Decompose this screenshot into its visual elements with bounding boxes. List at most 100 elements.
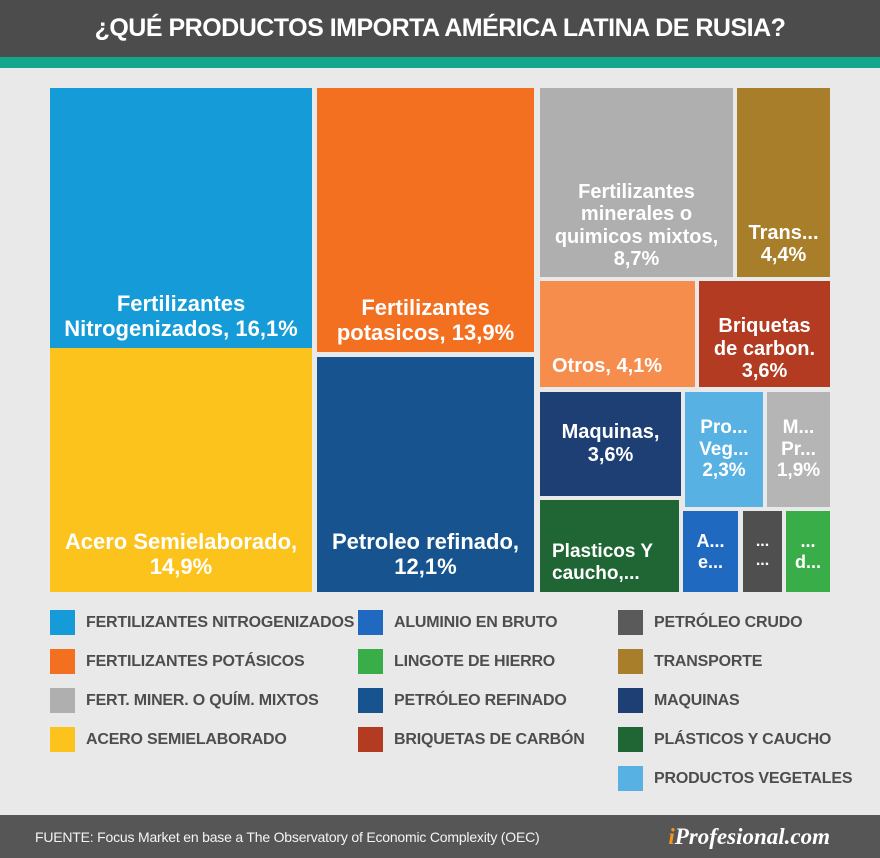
treemap-cell-label: M... bbox=[782, 417, 815, 439]
legend-label: BRIQUETAS DE CARBÓN bbox=[394, 730, 585, 748]
treemap-cell-m-pr: M... Pr... 1,9% bbox=[767, 392, 830, 507]
treemap-cell-label: ... bbox=[755, 533, 770, 551]
header: ¿QUÉ PRODUCTOS IMPORTA AMÉRICA LATINA DE… bbox=[0, 0, 880, 57]
legend-item-acero-semielaborado: ACERO SEMIELABORADO bbox=[50, 727, 354, 752]
accent-stripe bbox=[0, 57, 880, 68]
legend: FERTILIZANTES NITROGENIZADOS FERTILIZANTE… bbox=[0, 610, 880, 800]
treemap-cell-label: Pro... bbox=[700, 417, 748, 439]
treemap-cell-label: d... bbox=[795, 551, 821, 572]
legend-swatch-petroleo-crudo bbox=[618, 610, 643, 635]
treemap-cell-label: A... bbox=[696, 531, 725, 552]
legend-item-aluminio-en-bruto: ALUMINIO EN BRUTO bbox=[358, 610, 585, 635]
legend-column: ALUMINIO EN BRUTO LINGOTE DE HIERRO PETRÓL… bbox=[358, 610, 585, 766]
treemap-cell-label: quimicos mixtos, bbox=[554, 225, 719, 248]
legend-label: PETRÓLEO CRUDO bbox=[654, 613, 803, 631]
treemap-cell-label: Veg... bbox=[699, 438, 749, 460]
legend-item-petroleo-crudo: PETRÓLEO CRUDO bbox=[618, 610, 852, 635]
treemap-cell-fertilizantes-potasicos: Fertilizantes potasicos, 13,9% bbox=[317, 88, 534, 352]
treemap-cell-label: 1,9% bbox=[776, 460, 821, 482]
treemap-cell-label: Fertilizantes bbox=[361, 295, 490, 321]
treemap-cell-label: Fertilizantes bbox=[578, 180, 695, 203]
legend-item-fertilizantes-nitrogenizados: FERTILIZANTES NITROGENIZADOS bbox=[50, 610, 354, 635]
treemap-cell-petroleo-crudo: ...... bbox=[743, 511, 782, 592]
legend-item-fert-miner-o-quim-mixtos: FERT. MINER. O QUÍM. MIXTOS bbox=[50, 688, 354, 713]
treemap-cell-label: ... bbox=[755, 551, 770, 569]
legend-label: ALUMINIO EN BRUTO bbox=[394, 613, 558, 631]
treemap-cell-label: 3,6% bbox=[587, 444, 634, 466]
legend-label: PRODUCTOS VEGETALES bbox=[654, 769, 853, 787]
legend-item-plasticos-y-caucho: PLÁSTICOS Y CAUCHO bbox=[618, 727, 852, 752]
legend-swatch-petroleo-refinado bbox=[358, 688, 383, 713]
treemap-cell-label: Fertilizantes bbox=[116, 291, 246, 317]
legend-swatch-fert-miner-o-quim-mixtos bbox=[50, 688, 75, 713]
treemap-cell-label: 12,1% bbox=[394, 554, 457, 580]
treemap-cell-label: Trans... bbox=[748, 221, 819, 244]
legend-item-lingote-de-hierro: LINGOTE DE HIERRO bbox=[358, 649, 585, 674]
treemap-cell-label: e... bbox=[697, 551, 723, 572]
treemap-cell-maquinas: Maquinas, 3,6% bbox=[540, 392, 681, 496]
legend-label: TRANSPORTE bbox=[654, 652, 763, 670]
treemap-cell-label: Acero Semielaborado, bbox=[64, 529, 298, 555]
legend-label: LINGOTE DE HIERRO bbox=[394, 652, 556, 670]
treemap-cell-label: 2,3% bbox=[702, 460, 746, 482]
treemap-cell-label: 3,6% bbox=[741, 360, 788, 383]
brand-name: Profesional.com bbox=[674, 823, 830, 849]
treemap-cell-label: Nitrogenizados, 16,1% bbox=[64, 316, 298, 342]
legend-label: ACERO SEMIELABORADO bbox=[86, 730, 287, 748]
legend-item-transporte: TRANSPORTE bbox=[618, 649, 852, 674]
brand-accent-letter: i bbox=[668, 823, 675, 849]
treemap-cell-label: Otros, 4,1% bbox=[552, 355, 663, 378]
treemap-cell-label: caucho,... bbox=[552, 562, 640, 584]
legend-label: MAQUINAS bbox=[654, 691, 740, 709]
legend-swatch-fertilizantes-nitrogenizados bbox=[50, 610, 75, 635]
treemap-cell-lingote-de-hierro: ... d... bbox=[786, 511, 830, 592]
treemap-cell-label: Pr... bbox=[781, 438, 816, 460]
treemap-cell-fert-minerales-quimicos-mixtos: Fertilizantes minerales o quimicos mixtos,… bbox=[540, 88, 733, 277]
legend-item-briquetas-de-carbon: BRIQUETAS DE CARBÓN bbox=[358, 727, 585, 752]
treemap-cell-label: Briquetas bbox=[718, 315, 811, 338]
legend-item-maquinas: MAQUINAS bbox=[618, 688, 852, 713]
treemap-cell-label: de carbon. bbox=[713, 337, 816, 360]
footer: FUENTE: Focus Market en base a The Obser… bbox=[0, 815, 880, 858]
source-text: FUENTE: Focus Market en base a The Obser… bbox=[35, 828, 540, 845]
legend-swatch-briquetas-de-carbon bbox=[358, 727, 383, 752]
legend-swatch-acero-semielaborado bbox=[50, 727, 75, 752]
legend-swatch-productos-vegetales bbox=[618, 766, 643, 791]
legend-swatch-fertilizantes-potasicos bbox=[50, 649, 75, 674]
legend-label: FERT. MINER. O QUÍM. MIXTOS bbox=[86, 691, 319, 709]
treemap-cell-fertilizantes-nitrogenizados: Fertilizantes Nitrogenizados, 16,1% bbox=[50, 88, 312, 348]
treemap-cell-transporte: Trans... 4,4% bbox=[737, 88, 830, 277]
treemap-cell-label: Petroleo refinado, bbox=[331, 529, 520, 555]
treemap-cell-label: Maquinas, bbox=[561, 421, 660, 444]
legend-item-productos-vegetales: PRODUCTOS VEGETALES bbox=[618, 766, 853, 791]
legend-label: FERTILIZANTES NITROGENIZADOS bbox=[86, 613, 355, 631]
legend-label: FERTILIZANTES POTÁSICOS bbox=[86, 652, 305, 670]
treemap-cell-label: 4,4% bbox=[760, 244, 807, 267]
page-title: ¿QUÉ PRODUCTOS IMPORTA AMÉRICA LATINA DE… bbox=[94, 14, 786, 42]
treemap-cell-aluminio-en-bruto: A... e... bbox=[683, 511, 738, 592]
legend-column: FERTILIZANTES NITROGENIZADOS FERTILIZANTE… bbox=[50, 610, 354, 766]
legend-item-petroleo-refinado: PETRÓLEO REFINADO bbox=[358, 688, 585, 713]
brand-logo: iProfesional.com bbox=[668, 824, 830, 850]
treemap-cell-petroleo-refinado: Petroleo refinado, 12,1% bbox=[317, 357, 534, 592]
legend-item-fertilizantes-potasicos: FERTILIZANTES POTÁSICOS bbox=[50, 649, 354, 674]
legend-swatch-aluminio-en-bruto bbox=[358, 610, 383, 635]
treemap-cell-label: Plasticos Y bbox=[552, 541, 654, 563]
treemap-cell-label: minerales o bbox=[580, 203, 693, 226]
treemap-cell-acero-semielaborado: Acero Semielaborado, 14,9% bbox=[50, 348, 312, 592]
treemap: Fertilizantes Nitrogenizados, 16,1% Acero … bbox=[50, 88, 830, 592]
legend-column: PETRÓLEO CRUDO TRANSPORTE MAQUINAS PLÁSTICO… bbox=[618, 610, 853, 805]
legend-swatch-transporte bbox=[618, 649, 643, 674]
treemap-cell-otros: Otros, 4,1% bbox=[540, 281, 695, 387]
legend-swatch-lingote-de-hierro bbox=[358, 649, 383, 674]
treemap-cell-label: 14,9% bbox=[149, 554, 213, 580]
treemap-cell-productos-vegetales: Pro... Veg... 2,3% bbox=[685, 392, 763, 507]
treemap-cell-label: ... bbox=[800, 531, 816, 552]
legend-swatch-plasticos-y-caucho bbox=[618, 727, 643, 752]
legend-label: PETRÓLEO REFINADO bbox=[394, 691, 567, 709]
treemap-cell-label: potasicos, 13,9% bbox=[336, 320, 515, 346]
treemap-cell-label: 8,7% bbox=[613, 248, 660, 271]
treemap-cell-briquetas-de-carbon: Briquetas de carbon. 3,6% bbox=[699, 281, 830, 387]
